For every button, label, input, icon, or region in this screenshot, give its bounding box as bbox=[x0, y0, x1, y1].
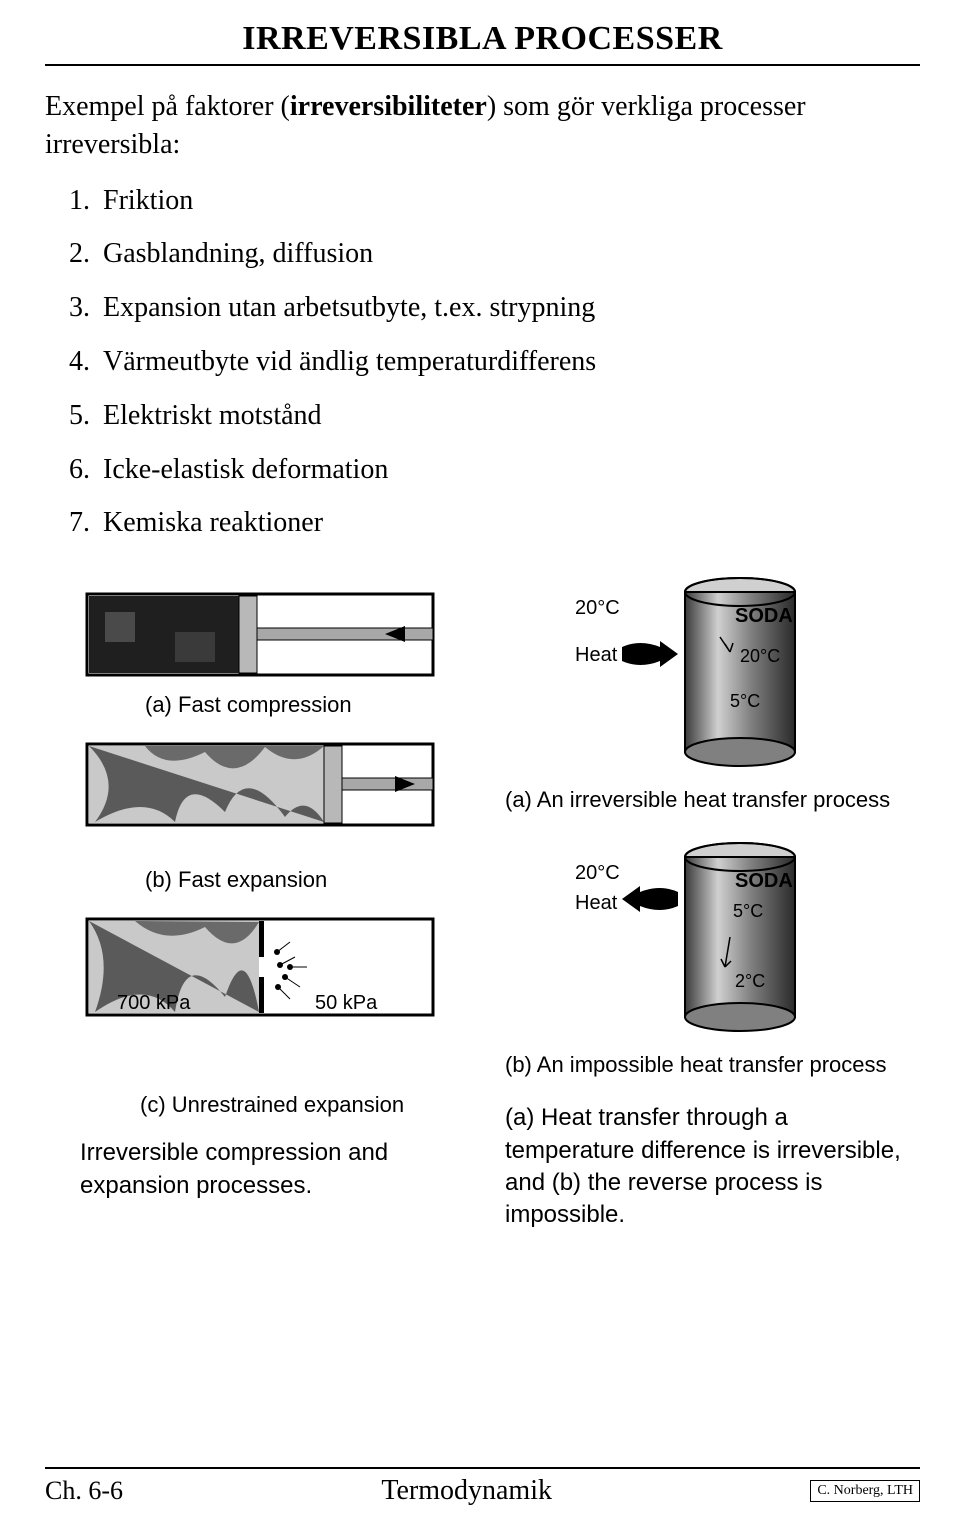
intro-bold: irreversibiliteter bbox=[290, 91, 487, 122]
right-figure-caption: (a) Heat transfer through a temperature … bbox=[505, 1102, 905, 1232]
fast-expansion-label: (b) Fast expansion bbox=[145, 867, 327, 893]
list-item: 4.Värmeutbyte vid ändlig temperaturdiffe… bbox=[69, 343, 920, 381]
unrestrained-expansion-label: (c) Unrestrained expansion bbox=[140, 1092, 404, 1118]
footer-rule bbox=[45, 1467, 920, 1469]
list-text: Värmeutbyte vid ändlig temperaturdiffere… bbox=[103, 343, 596, 381]
left-figure-caption: Irreversible compression and expansion p… bbox=[80, 1137, 460, 1202]
intro-text: Exempel på faktorer (irreversibiliteter)… bbox=[45, 88, 920, 164]
svg-text:5°C: 5°C bbox=[730, 691, 760, 711]
fast-compression-label: (a) Fast compression bbox=[145, 692, 352, 718]
factor-list: 1.Friktion 2.Gasblandning, diffusion 3.E… bbox=[45, 182, 920, 543]
list-item: 2.Gasblandning, diffusion bbox=[69, 235, 920, 273]
a-heat-label: Heat bbox=[575, 644, 617, 667]
svg-text:20°C: 20°C bbox=[740, 646, 780, 666]
footer-right: C. Norberg, LTH bbox=[810, 1480, 920, 1502]
svg-text:2°C: 2°C bbox=[735, 971, 765, 991]
can-a-label-text: SODA bbox=[735, 605, 793, 627]
soda-can-b: SODA 5°C 2°C bbox=[675, 837, 805, 1037]
fast-expansion-diagram bbox=[85, 742, 435, 827]
fast-compression-diagram bbox=[85, 592, 435, 677]
list-item: 6.Icke-elastisk deformation bbox=[69, 451, 920, 489]
list-num: 1. bbox=[69, 182, 103, 220]
pressure-left-label: 700 kPa bbox=[117, 992, 190, 1015]
list-text: Friktion bbox=[103, 182, 193, 220]
a-env-temp: 20°C bbox=[575, 597, 620, 620]
list-text: Gasblandning, diffusion bbox=[103, 235, 373, 273]
page-title: IRREVERSIBLA PROCESSER bbox=[45, 20, 920, 58]
list-text: Expansion utan arbetsutbyte, t.ex. stryp… bbox=[103, 289, 595, 327]
b-impossible-label: (b) An impossible heat transfer process bbox=[505, 1052, 887, 1078]
b-heat-label: Heat bbox=[575, 892, 617, 915]
svg-text:SODA: SODA bbox=[735, 870, 793, 892]
svg-text:5°C: 5°C bbox=[733, 901, 763, 921]
footer-left: Ch. 6-6 bbox=[45, 1476, 123, 1506]
list-num: 5. bbox=[69, 397, 103, 435]
list-num: 4. bbox=[69, 343, 103, 381]
soda-can-a: SODA 20°C 5°C bbox=[675, 572, 805, 772]
list-num: 6. bbox=[69, 451, 103, 489]
list-item: 5.Elektriskt motstånd bbox=[69, 397, 920, 435]
list-text: Elektriskt motstånd bbox=[103, 397, 322, 435]
list-num: 7. bbox=[69, 504, 103, 542]
a-irreversible-label: (a) An irreversible heat transfer proces… bbox=[505, 787, 890, 813]
list-num: 2. bbox=[69, 235, 103, 273]
list-item: 1.Friktion bbox=[69, 182, 920, 220]
list-text: Icke-elastisk deformation bbox=[103, 451, 388, 489]
pressure-right-label: 50 kPa bbox=[315, 992, 377, 1015]
heat-arrow-out-icon bbox=[620, 882, 680, 917]
list-item: 7.Kemiska reaktioner bbox=[69, 504, 920, 542]
intro-pre: Exempel på faktorer ( bbox=[45, 91, 290, 122]
heat-arrow-in-icon bbox=[620, 637, 680, 672]
list-item: 3.Expansion utan arbetsutbyte, t.ex. str… bbox=[69, 289, 920, 327]
figure-area: (a) Fast compression (b) Fast expansion bbox=[45, 572, 920, 1372]
list-num: 3. bbox=[69, 289, 103, 327]
title-rule bbox=[45, 64, 920, 66]
page-footer: Ch. 6-6 Termodynamik C. Norberg, LTH bbox=[45, 1467, 920, 1507]
footer-center: Termodynamik bbox=[381, 1475, 552, 1507]
list-text: Kemiska reaktioner bbox=[103, 504, 323, 542]
b-env-temp: 20°C bbox=[575, 862, 620, 885]
